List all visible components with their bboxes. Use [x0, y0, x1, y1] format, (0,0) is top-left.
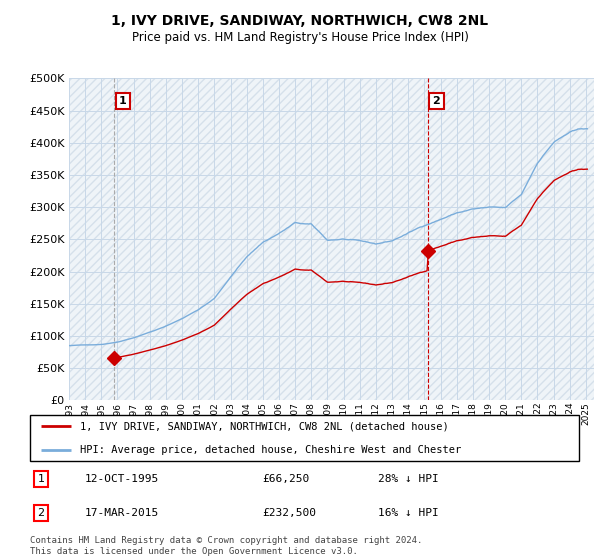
Text: 1, IVY DRIVE, SANDIWAY, NORTHWICH, CW8 2NL (detached house): 1, IVY DRIVE, SANDIWAY, NORTHWICH, CW8 2… — [80, 421, 448, 431]
Text: 1: 1 — [119, 96, 127, 106]
Text: HPI: Average price, detached house, Cheshire West and Chester: HPI: Average price, detached house, Ches… — [80, 445, 461, 455]
Text: 2: 2 — [433, 96, 440, 106]
Text: 28% ↓ HPI: 28% ↓ HPI — [378, 474, 439, 484]
Text: £66,250: £66,250 — [262, 474, 309, 484]
Text: 16% ↓ HPI: 16% ↓ HPI — [378, 508, 439, 518]
Text: £232,500: £232,500 — [262, 508, 316, 518]
Text: Contains HM Land Registry data © Crown copyright and database right 2024.
This d: Contains HM Land Registry data © Crown c… — [30, 536, 422, 556]
Text: Price paid vs. HM Land Registry's House Price Index (HPI): Price paid vs. HM Land Registry's House … — [131, 31, 469, 44]
FancyBboxPatch shape — [30, 416, 579, 461]
Text: 2: 2 — [37, 508, 44, 518]
Text: 12-OCT-1995: 12-OCT-1995 — [85, 474, 160, 484]
Text: 1, IVY DRIVE, SANDIWAY, NORTHWICH, CW8 2NL: 1, IVY DRIVE, SANDIWAY, NORTHWICH, CW8 2… — [112, 14, 488, 28]
Text: 17-MAR-2015: 17-MAR-2015 — [85, 508, 160, 518]
Text: 1: 1 — [38, 474, 44, 484]
